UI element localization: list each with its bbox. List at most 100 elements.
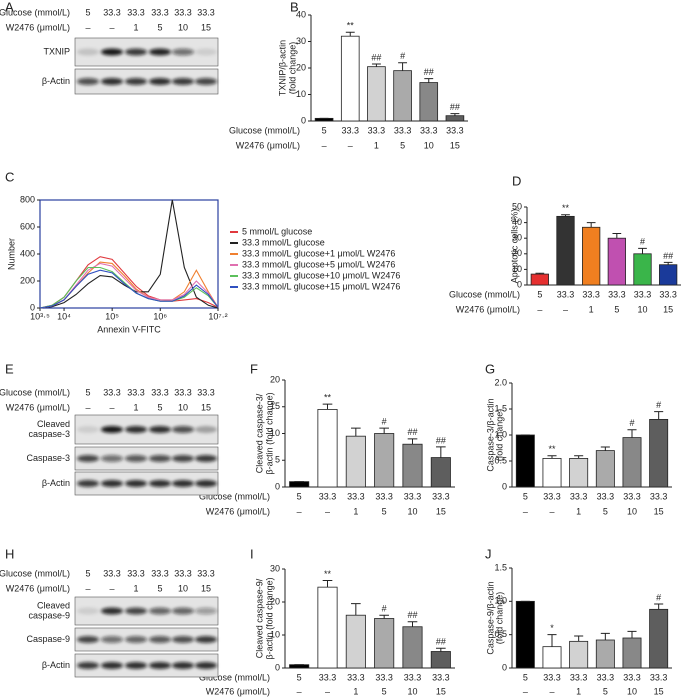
- x-category: 1: [576, 686, 581, 696]
- lane-label: 33.3: [174, 568, 192, 578]
- blot-band: [195, 607, 217, 615]
- lane-label: 33.3: [127, 7, 145, 17]
- row-label: W2476 (μmol/L): [6, 22, 70, 32]
- lane-label: 5: [85, 387, 90, 397]
- x-category: 10: [627, 506, 637, 516]
- lane-label: 1: [133, 583, 138, 593]
- y-tick-label: 0: [275, 662, 280, 672]
- legend-label: 33.3 mmol/L glucose: [242, 237, 325, 247]
- y-tick-label: 20: [296, 62, 306, 72]
- blot-band: [172, 426, 194, 433]
- row-label: W2476 (μmol/L): [236, 140, 300, 150]
- x-category: 10: [407, 686, 417, 696]
- error-bar: [574, 455, 584, 459]
- row-label: Glucose (mmol/L): [199, 491, 270, 501]
- blot-band: [77, 636, 99, 643]
- x-tick-label: 10⁷·²: [208, 311, 227, 321]
- bar: [345, 435, 366, 488]
- x-category: 33.3: [446, 125, 464, 135]
- lane-label: 33.3: [127, 387, 145, 397]
- blot-band: [125, 426, 147, 433]
- lane-label: 15: [201, 22, 211, 32]
- lane-label: 33.3: [197, 568, 215, 578]
- blot-band: [172, 636, 194, 643]
- blot-band: [172, 607, 194, 615]
- significance: #: [400, 51, 405, 61]
- x-category: 33.3: [650, 672, 668, 682]
- x-category: 5: [603, 686, 608, 696]
- y-tick-label: 30: [512, 233, 522, 243]
- y-tick-label: 10: [296, 89, 306, 99]
- error-bar: [612, 233, 622, 239]
- error-bar: [586, 222, 596, 228]
- x-category: 33.3: [623, 672, 641, 682]
- x-category: –: [523, 686, 528, 696]
- y-tick-label: 0: [30, 302, 35, 312]
- blot-label: β-Actin: [42, 660, 70, 670]
- lane-label: 15: [201, 583, 211, 593]
- panel-label: G: [485, 361, 495, 376]
- panel-label: F: [250, 361, 258, 376]
- row-label: W2476 (μmol/L): [6, 402, 70, 412]
- x-category: 33.3: [319, 491, 337, 501]
- lane-label: 10: [178, 22, 188, 32]
- x-category: 33.3: [404, 491, 422, 501]
- lane-label: –: [109, 22, 114, 32]
- error-bar: [345, 31, 355, 37]
- legend-label: 33.3 mmol/L glucose+1 μmol/L W2476: [242, 248, 395, 258]
- y-axis-label: β-actin (fold change): [264, 577, 274, 659]
- error-bar: [398, 62, 408, 71]
- error-bar: [379, 427, 389, 434]
- x-category: 1: [576, 506, 581, 516]
- y-axis-label: (fold change): [287, 42, 297, 95]
- blot-band: [125, 48, 147, 56]
- bar: [542, 457, 562, 488]
- significance: **: [562, 203, 570, 213]
- x-category: 33.3: [543, 491, 561, 501]
- row-label: Glucose (mmol/L): [449, 289, 520, 299]
- lane-label: 33.3: [197, 7, 215, 17]
- y-tick-label: 40: [512, 217, 522, 227]
- x-category: 33.3: [432, 491, 450, 501]
- y-tick-label: 400: [20, 248, 35, 258]
- lane-label: 33.3: [103, 568, 121, 578]
- lane-label: –: [85, 22, 90, 32]
- bar: [340, 35, 360, 122]
- blot-band: [77, 662, 99, 669]
- x-category: 5: [603, 506, 608, 516]
- panel-label: D: [512, 173, 521, 188]
- x-category: 33.3: [582, 289, 600, 299]
- x-category: 5: [523, 491, 528, 501]
- blot-band: [172, 455, 194, 462]
- error-bar: [436, 446, 446, 458]
- significance: ##: [407, 427, 417, 437]
- error-bar: [638, 247, 647, 254]
- significance: *: [550, 623, 554, 633]
- y-tick-label: 1.0: [494, 429, 507, 439]
- bar: [569, 640, 589, 669]
- significance: #: [656, 400, 661, 410]
- blot-label: β-Actin: [42, 76, 70, 86]
- y-tick-label: 1.5: [494, 562, 507, 572]
- blot-label: Caspase-9: [26, 634, 70, 644]
- panel-label: A: [5, 0, 14, 14]
- significance: ##: [436, 435, 446, 445]
- legend-label: 33.3 mmol/L glucose+15 μmol/L W2476: [242, 281, 400, 291]
- x-category: –: [297, 686, 302, 696]
- lane-label: 33.3: [103, 387, 121, 397]
- lane-label: 1: [133, 22, 138, 32]
- bar: [659, 264, 678, 286]
- y-tick-label: 50: [512, 201, 522, 211]
- legend-label: 5 mmol/L glucose: [242, 226, 312, 236]
- x-category: 33.3: [623, 491, 641, 501]
- lane-label: 33.3: [103, 7, 121, 17]
- x-category: –: [523, 506, 528, 516]
- lane-label: 1: [133, 402, 138, 412]
- y-tick-label: 30: [296, 36, 306, 46]
- y-axis-label: β-actin (fold change): [264, 392, 274, 474]
- error-bar: [627, 429, 637, 438]
- y-tick-label: 1.0: [494, 596, 507, 606]
- x-category: 5: [523, 672, 528, 682]
- y-axis-label: (fold change): [494, 409, 504, 462]
